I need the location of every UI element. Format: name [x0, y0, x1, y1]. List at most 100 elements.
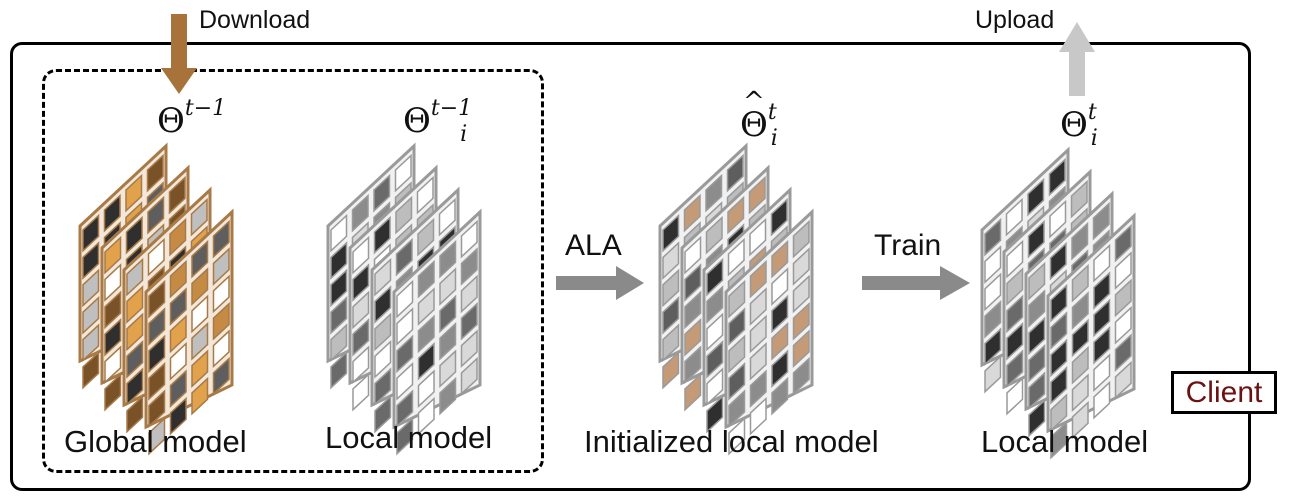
matrix-cell [770, 197, 788, 237]
client-badge: Client [1171, 371, 1277, 414]
matrix-cell [771, 349, 789, 389]
matrix-cell [683, 193, 701, 233]
matrix-cell [396, 334, 414, 374]
matrix-cell [126, 394, 144, 434]
matrix-cell [1070, 179, 1088, 219]
matrix-cell [352, 290, 370, 330]
matrix-cell [1050, 283, 1068, 323]
matrix-cell [460, 356, 478, 396]
matrix-cell [1050, 366, 1068, 405]
matrix-cell [169, 369, 187, 409]
matrix-cell [191, 376, 209, 416]
matrix-cell [1006, 322, 1024, 361]
symbol-superscript: t [767, 100, 777, 125]
matrix-cell [1093, 271, 1111, 310]
matrix-cell [125, 173, 143, 213]
ala-arrow [556, 266, 644, 300]
matrix-cell [706, 257, 724, 297]
symbol-superscript: t−1 [430, 96, 473, 121]
matrix-cell [352, 235, 370, 275]
matrix-cell [396, 416, 414, 456]
symbol-base: Θ [1060, 105, 1088, 145]
matrix-cell [771, 239, 789, 279]
matrix-cell [1050, 311, 1068, 350]
matrix-cell [662, 241, 680, 280]
matrix-cell [771, 322, 789, 361]
upload-arrow [1059, 22, 1095, 96]
symbol-base: Θ [403, 101, 431, 141]
matrix-cell [374, 285, 392, 324]
matrix-cell [684, 290, 702, 330]
matrix-cell [330, 350, 348, 390]
matrix-cell [191, 294, 209, 334]
matrix-cell [1050, 338, 1068, 378]
initialized-model-stack [658, 142, 814, 456]
matrix-cell [438, 197, 456, 237]
matrix-cell [684, 372, 702, 412]
matrix-cell [374, 367, 392, 407]
matrix-cell [373, 173, 391, 213]
matrix-cell [1071, 291, 1089, 330]
matrix-cell [351, 193, 369, 233]
matrix-cell [662, 213, 680, 253]
matrix-cell [460, 219, 478, 259]
matrix-cell [169, 217, 187, 257]
matrix-cell [1028, 398, 1046, 438]
matrix-cell [330, 268, 348, 308]
matrix-cell [439, 294, 457, 334]
matrix-cell [374, 257, 392, 297]
matrix-layer [144, 208, 234, 430]
download-group-boundary [42, 69, 544, 473]
matrix-cell [792, 247, 810, 286]
matrix-cell [984, 272, 1002, 312]
matrix-cell [984, 245, 1002, 284]
matrix-cell [984, 354, 1002, 394]
matrix-cell [728, 307, 746, 346]
matrix-cell [147, 237, 165, 277]
matrix-cell [82, 323, 100, 363]
matrix-layer [724, 208, 814, 430]
matrix-cell [148, 389, 166, 429]
matrix-cell [1006, 294, 1024, 334]
matrix-cell [82, 296, 100, 335]
matrix-cell [1006, 239, 1024, 279]
matrix-cell [728, 334, 746, 374]
matrix-cell [771, 294, 789, 334]
symbol-subscript: i [770, 126, 778, 151]
matrix-cell [1114, 223, 1132, 263]
matrix-cell [396, 362, 414, 401]
matrix-layer [392, 208, 482, 430]
matrix-cell [330, 241, 348, 280]
matrix-cell [1028, 344, 1046, 383]
matrix-cell [169, 342, 187, 381]
matrix-cell [396, 307, 414, 346]
matrix-cell [104, 290, 122, 330]
matrix-cell [771, 267, 789, 306]
matrix-cell [984, 327, 1002, 367]
matrix-cell [374, 312, 392, 352]
matrix-cell [749, 259, 767, 299]
matrix-cell [792, 274, 810, 314]
matrix-cell [374, 340, 392, 379]
matrix-cell [126, 285, 144, 324]
matrix-cell [169, 396, 187, 436]
matrix-cell [352, 345, 370, 385]
initialized-model-symbol: ^ Θti [740, 87, 778, 151]
matrix-cell [330, 213, 348, 253]
matrix-cell [984, 217, 1002, 257]
matrix-cell [352, 318, 370, 357]
matrix-cell [396, 279, 414, 319]
matrix-cell [684, 235, 702, 275]
matrix-cell [416, 175, 434, 215]
matrix-cell [148, 279, 166, 319]
matrix-cell [212, 247, 230, 286]
matrix-cell [1093, 326, 1111, 365]
matrix-cell [330, 296, 348, 335]
matrix-cell [103, 193, 121, 233]
matrix-cell [212, 356, 230, 396]
local-prev-caption: Local model [325, 420, 493, 455]
matrix-cell [1071, 263, 1089, 303]
matrix-cell [439, 267, 457, 306]
matrix-cell [417, 287, 435, 326]
matrix-cell [82, 350, 100, 390]
